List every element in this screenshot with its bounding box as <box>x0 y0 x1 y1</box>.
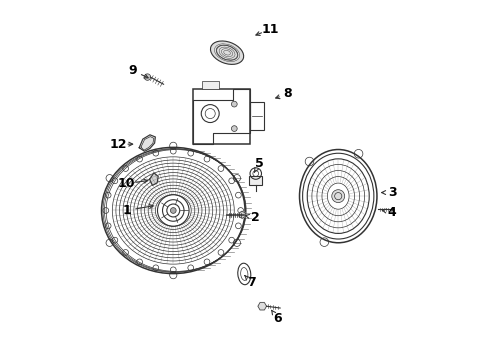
Circle shape <box>137 156 143 162</box>
Circle shape <box>153 150 159 156</box>
Circle shape <box>122 166 128 171</box>
Circle shape <box>231 101 237 107</box>
Circle shape <box>171 208 176 213</box>
Text: 6: 6 <box>273 311 282 325</box>
Circle shape <box>144 74 151 80</box>
Bar <box>193 89 250 144</box>
Ellipse shape <box>211 41 244 64</box>
Circle shape <box>105 223 111 229</box>
Text: 9: 9 <box>129 64 137 77</box>
Bar <box>249 176 262 185</box>
Text: 10: 10 <box>118 177 135 190</box>
Text: 11: 11 <box>261 23 279 36</box>
Text: 3: 3 <box>388 186 396 199</box>
Circle shape <box>229 237 235 243</box>
Circle shape <box>218 166 224 171</box>
Polygon shape <box>193 89 250 144</box>
Circle shape <box>171 267 176 273</box>
Circle shape <box>105 192 111 198</box>
Bar <box>201 81 219 89</box>
Circle shape <box>112 178 118 184</box>
Circle shape <box>236 192 241 198</box>
Text: 1: 1 <box>122 204 131 217</box>
Circle shape <box>137 259 143 265</box>
Text: 5: 5 <box>255 157 264 170</box>
Circle shape <box>204 259 210 265</box>
Circle shape <box>188 150 194 156</box>
Circle shape <box>231 126 237 131</box>
Circle shape <box>171 148 176 154</box>
Circle shape <box>204 156 210 162</box>
Text: 2: 2 <box>251 211 260 224</box>
Circle shape <box>236 223 241 229</box>
Circle shape <box>112 237 118 243</box>
Circle shape <box>122 249 128 255</box>
Circle shape <box>229 178 235 184</box>
Circle shape <box>188 265 194 271</box>
Text: 12: 12 <box>110 138 127 150</box>
Text: 4: 4 <box>388 206 396 219</box>
Circle shape <box>153 265 159 271</box>
Circle shape <box>218 249 224 255</box>
Circle shape <box>332 190 344 203</box>
Polygon shape <box>258 302 267 310</box>
Polygon shape <box>239 211 245 219</box>
Text: 7: 7 <box>247 276 256 289</box>
Polygon shape <box>149 173 158 185</box>
Text: 8: 8 <box>284 87 293 100</box>
Ellipse shape <box>238 263 251 285</box>
Circle shape <box>103 208 109 213</box>
Circle shape <box>238 208 244 213</box>
Bar <box>250 103 264 130</box>
Polygon shape <box>139 135 155 151</box>
